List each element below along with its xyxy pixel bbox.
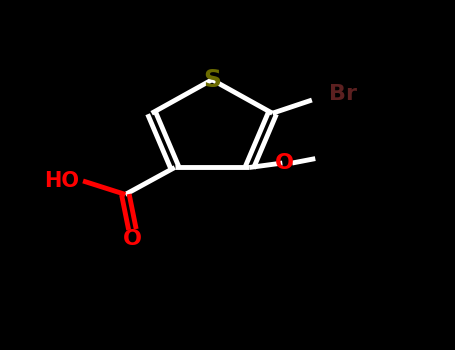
Text: O: O	[274, 153, 293, 173]
Text: HO: HO	[45, 171, 80, 191]
Text: Br: Br	[329, 84, 357, 104]
Text: O: O	[123, 229, 142, 249]
Text: S: S	[203, 68, 221, 92]
